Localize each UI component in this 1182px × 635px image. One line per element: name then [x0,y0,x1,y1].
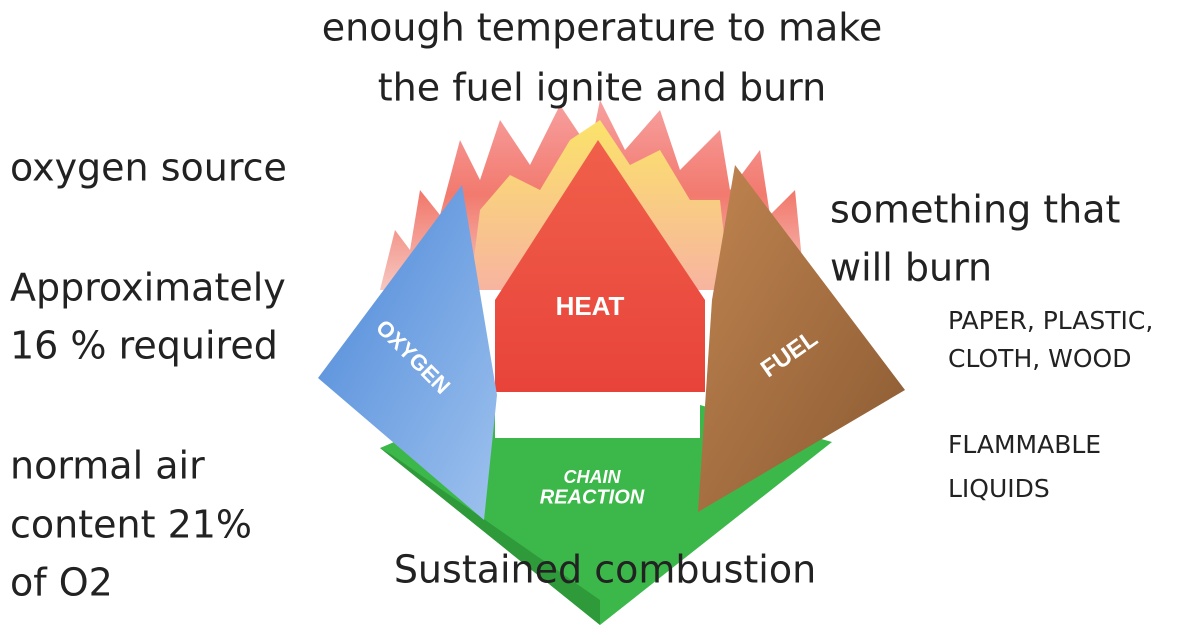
chain-label: CHAIN [564,467,622,487]
fire-tetrahedron: HEAT OXYGEN FUEL CHAIN REACTION enough t… [0,0,1182,631]
fuel-example: CLOTH, WOOD [948,344,1131,373]
oxygen-note: oxygen source [10,146,287,190]
oxygen-note: of O2 [10,561,113,605]
white-gap [495,390,700,438]
heat-note: enough temperature to make [322,6,883,50]
heat-label: HEAT [556,291,625,321]
chain-label: REACTION [540,486,645,508]
oxygen-note: content 21% [10,503,252,547]
fuel-example: PAPER, PLASTIC, [948,306,1153,335]
fuel-example: LIQUIDS [948,474,1050,503]
chain-note: Sustained combustion [394,548,816,592]
oxygen-note: Approximately [10,266,286,310]
fuel-note: will burn [830,246,992,290]
oxygen-note: normal air [10,444,205,488]
fuel-example: FLAMMABLE [948,430,1101,459]
oxygen-note: 16 % required [10,324,278,368]
fuel-note: something that [830,188,1120,232]
heat-note: the fuel ignite and burn [378,66,826,110]
page: {"heat": {"label": "HEAT", "note": ["eno… [0,0,1182,631]
